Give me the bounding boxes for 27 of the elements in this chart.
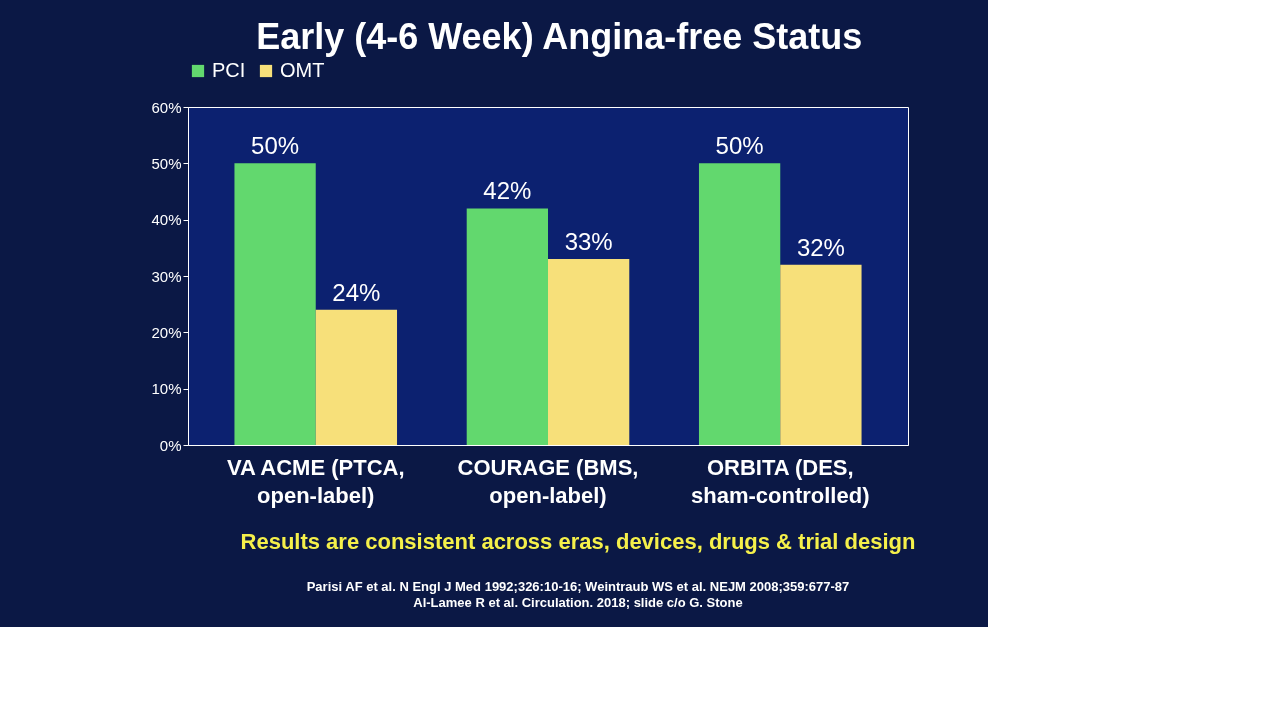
y-tick-label: 0%	[159, 436, 182, 454]
legend-label: OMT	[280, 59, 325, 81]
bar	[780, 264, 862, 445]
bar	[315, 309, 398, 445]
y-tick-label: 20%	[151, 323, 182, 341]
chart-title: Early (4-6 Week) Angina-free Status	[256, 16, 863, 57]
y-tick-label: 40%	[151, 211, 182, 229]
y-tick-label: 50%	[151, 154, 182, 172]
bar	[234, 163, 316, 445]
y-tick-label: 30%	[151, 267, 182, 285]
x-tick-label: VA ACME (PTCA, open-label)	[226, 454, 405, 508]
data-label: 32%	[796, 233, 845, 261]
x-tick-label: ORBITA (DES, sham-controlled)	[691, 454, 870, 508]
data-label: 33%	[564, 228, 613, 256]
text: Parisi AF et al. N Engl J Med 1992;326:10-16; Weintraub WS et al. NEJM 2008;359:677-87 Al-Lamee R et al. Circulation. 2018; slide c/o G. Stone	[306, 579, 850, 610]
data-label: 42%	[483, 177, 532, 205]
data-label: 50%	[251, 132, 300, 160]
data-label: 50%	[715, 132, 764, 160]
bar	[548, 259, 630, 445]
bar	[698, 163, 781, 445]
bar	[466, 208, 548, 445]
x-tick-label: COURAGE (BMS, open-label)	[457, 454, 639, 508]
y-tick-label: 10%	[151, 380, 182, 398]
y-tick-label: 60%	[151, 98, 182, 116]
text: Results are consistent across eras, devices, drugs & trial design	[240, 529, 916, 554]
legend-label: PCI	[212, 59, 246, 81]
data-label: 24%	[332, 278, 381, 306]
